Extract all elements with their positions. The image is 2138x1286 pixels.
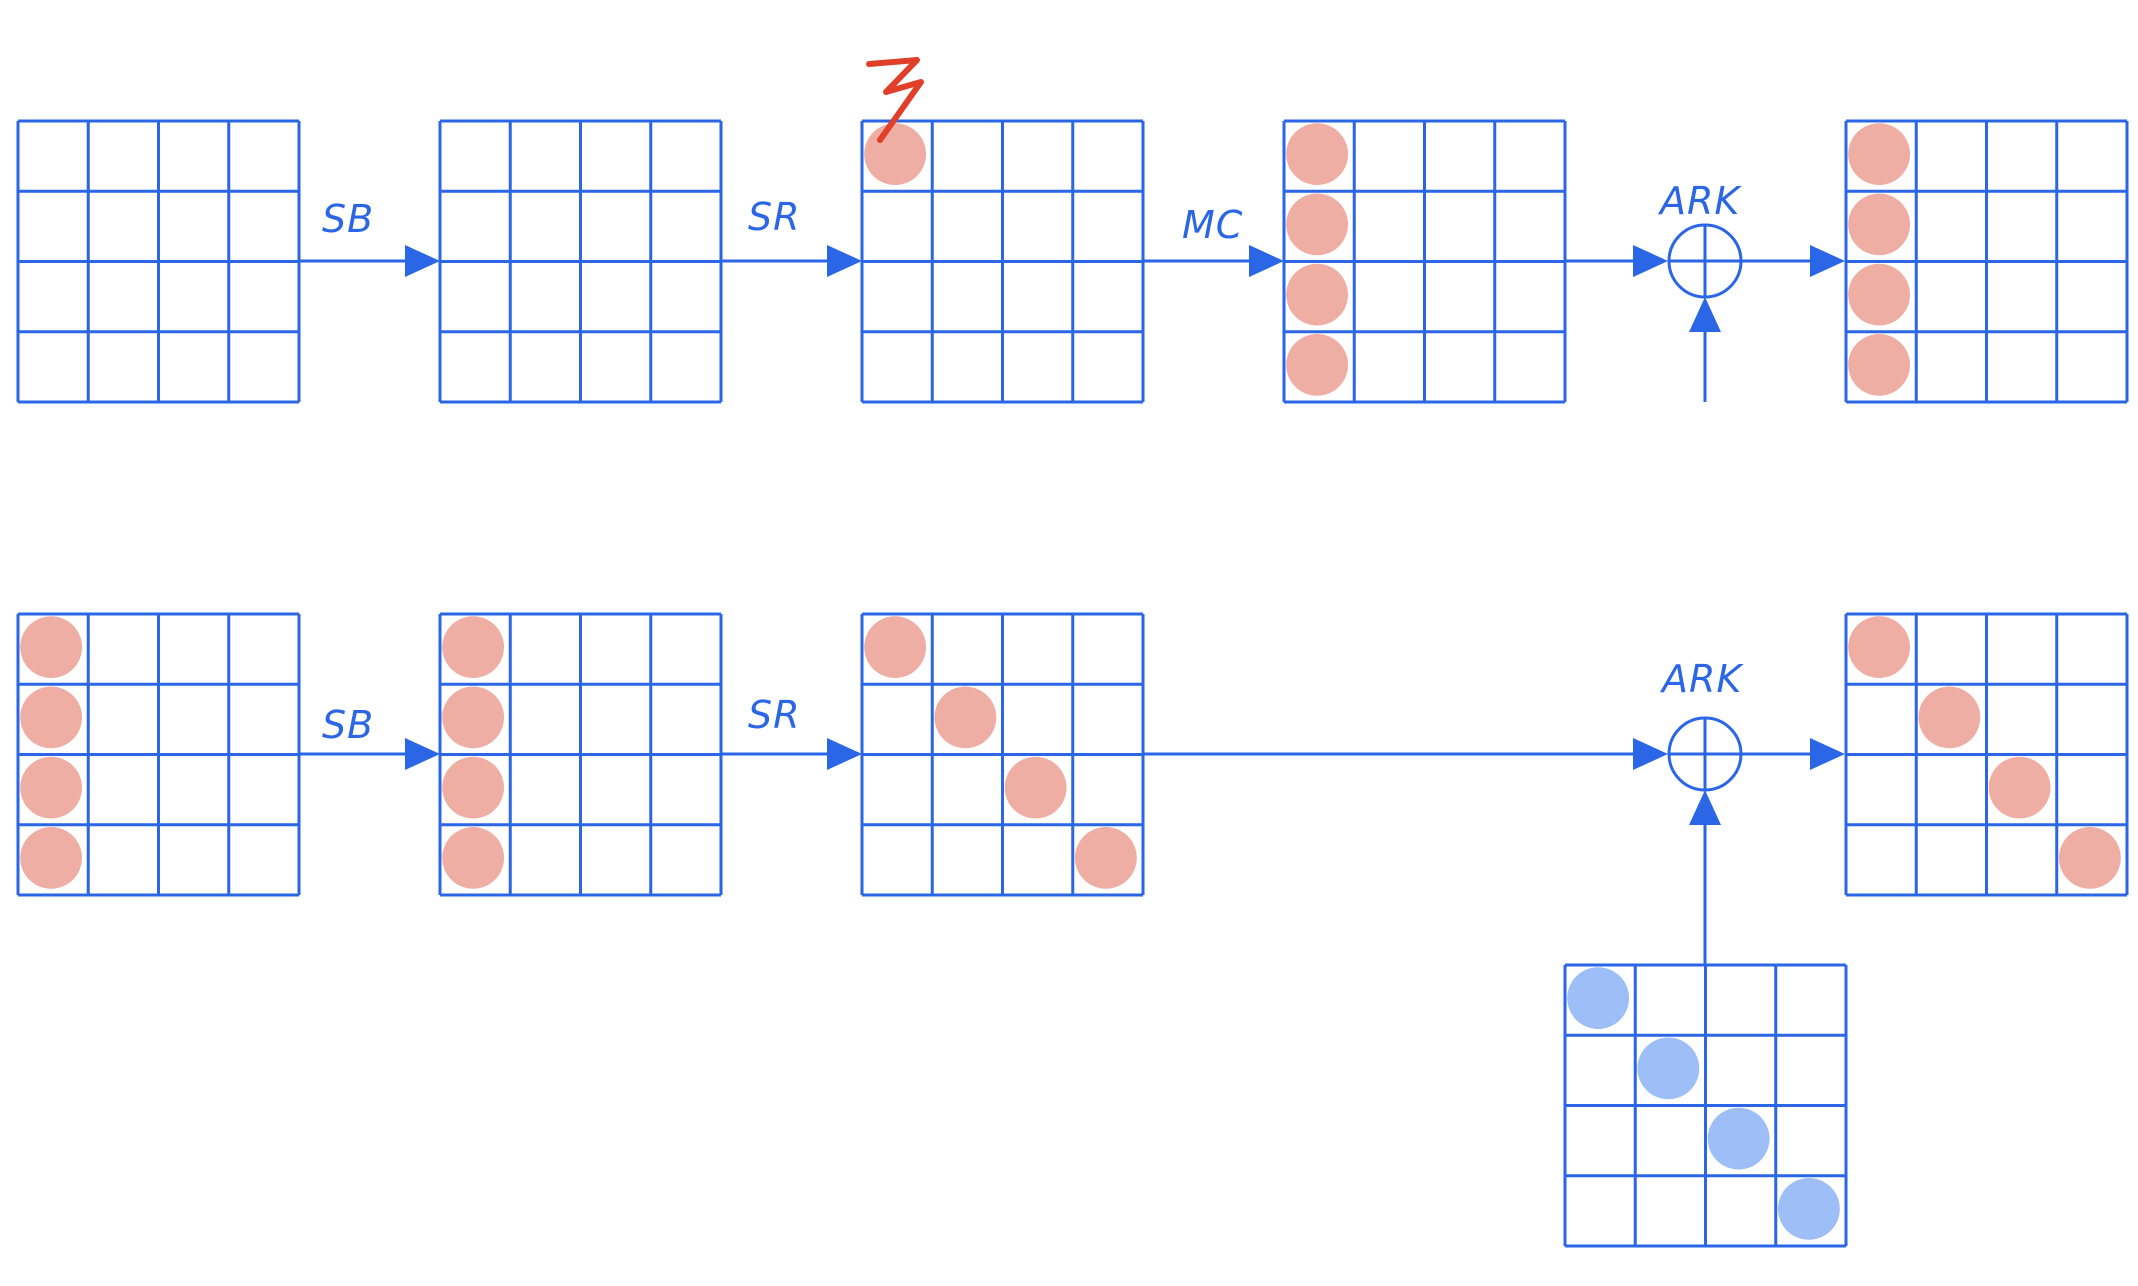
fault-byte-dot bbox=[442, 826, 505, 889]
fault-byte-dot bbox=[2058, 826, 2121, 889]
fault-byte-dot bbox=[20, 686, 83, 749]
fault-byte-dot bbox=[1988, 756, 2051, 819]
arrowhead-key-bottom bbox=[1689, 790, 1721, 825]
state-grid-top-2 bbox=[438, 119, 723, 404]
fault-byte-dot bbox=[1848, 616, 1911, 679]
fault-byte-dot bbox=[1286, 193, 1349, 256]
arrowhead-sr-top bbox=[827, 245, 862, 277]
arrowhead-to-xor-bottom bbox=[1633, 738, 1668, 770]
fault-byte-dot bbox=[1848, 193, 1911, 256]
label-ark-bottom: ARK bbox=[1659, 657, 1744, 701]
fault-byte-dot bbox=[442, 756, 505, 819]
fault-byte-dot bbox=[934, 686, 997, 749]
arrowhead-xor-out-top bbox=[1810, 245, 1845, 277]
state-grid-bottom-2 bbox=[438, 612, 723, 897]
fault-byte-dot bbox=[1848, 263, 1911, 326]
state-grid-bottom-3 bbox=[860, 612, 1145, 897]
label-sr-top: SR bbox=[748, 195, 801, 239]
top-row-connectors bbox=[299, 223, 1845, 402]
arrowhead-key-top bbox=[1689, 297, 1721, 332]
arrowhead-sb-top bbox=[405, 245, 440, 277]
fault-byte-dot bbox=[1918, 686, 1981, 749]
label-mc-top: MC bbox=[1182, 203, 1243, 247]
label-sb-bottom: SB bbox=[322, 703, 374, 747]
fault-byte-dot bbox=[864, 616, 927, 679]
fault-byte-dot bbox=[1286, 123, 1349, 186]
fault-byte-dot bbox=[1074, 826, 1137, 889]
fault-byte-dot bbox=[864, 123, 927, 186]
fault-byte-dot bbox=[20, 826, 83, 889]
fault-byte-dot bbox=[1848, 123, 1911, 186]
state-grid-bottom-1 bbox=[16, 612, 301, 897]
arrowhead-xor-out-bottom bbox=[1810, 738, 1845, 770]
label-sr-bottom: SR bbox=[748, 693, 801, 737]
bottom-row-connectors bbox=[299, 716, 1845, 965]
fault-byte-dot bbox=[1286, 263, 1349, 326]
label-sb-top: SB bbox=[322, 197, 374, 241]
arrowhead-mc-top bbox=[1249, 245, 1284, 277]
fault-byte-dot bbox=[1004, 756, 1067, 819]
fault-byte-dot bbox=[1286, 333, 1349, 396]
key-byte-dot bbox=[1707, 1107, 1770, 1170]
state-grid-bottom-4 bbox=[1844, 612, 2129, 897]
fault-byte-dot bbox=[1848, 333, 1911, 396]
fault-byte-dot bbox=[442, 616, 505, 679]
key-byte-dot bbox=[1637, 1037, 1700, 1100]
state-grid-top-1 bbox=[16, 119, 301, 404]
key-byte-dot bbox=[1777, 1177, 1840, 1240]
fault-byte-dot bbox=[20, 616, 83, 679]
fault-byte-dot bbox=[20, 756, 83, 819]
fault-byte-dot bbox=[442, 686, 505, 749]
arrowhead-to-xor-top bbox=[1633, 245, 1668, 277]
state-grid-top-4 bbox=[1282, 119, 1567, 404]
arrowhead-sb-bottom bbox=[405, 738, 440, 770]
round-key-grid bbox=[1563, 963, 1848, 1248]
key-byte-dot bbox=[1567, 967, 1630, 1030]
lightning-icon bbox=[866, 57, 924, 143]
arrowhead-sr-bottom bbox=[827, 738, 862, 770]
label-ark-top: ARK bbox=[1657, 179, 1742, 223]
state-grid-top-5 bbox=[1844, 119, 2129, 404]
state-grid-top-3 bbox=[860, 119, 1145, 404]
